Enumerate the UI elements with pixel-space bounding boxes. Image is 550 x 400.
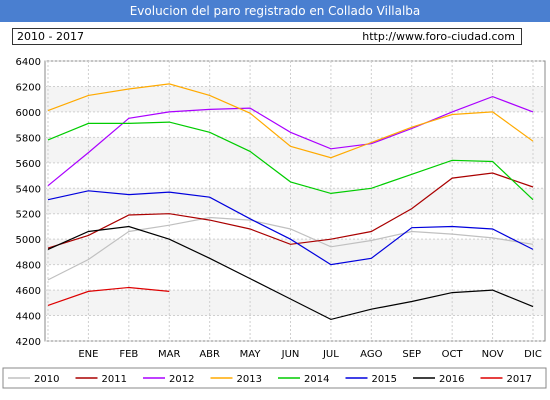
y-tick-label: 5600: [16, 159, 41, 170]
legend-label: 2012: [169, 374, 194, 385]
series-line-2016: [47, 225, 534, 321]
y-tick-label: 6200: [16, 82, 41, 93]
legend: 2010 2011 2012 2013 2014 2015 2016 2017: [2, 367, 547, 389]
x-tick-label: JUN: [281, 349, 300, 360]
legend-label: 2011: [102, 374, 127, 385]
y-tick-label: 5400: [16, 184, 41, 195]
y-tick-label: 6000: [16, 108, 41, 119]
x-axis: ENE FEB MAR ABR MAY JUN JUL AGO SEP OCT NOV DIC: [78, 349, 541, 360]
legend-label: 2014: [304, 374, 329, 385]
info-bar: 2010 - 2017 http://www.foro-ciudad.com: [12, 28, 522, 45]
chart-title: Evolucion del paro registrado en Collado…: [0, 0, 550, 22]
x-tick-label: FEB: [119, 349, 138, 360]
series-lines: [47, 83, 534, 321]
y-tick-label: 5200: [16, 210, 41, 221]
x-tick-label: MAY: [240, 349, 262, 360]
y-tick-label: 4600: [16, 286, 41, 297]
x-tick-label: DIC: [524, 349, 542, 360]
series-line-2013: [47, 83, 534, 159]
series-line-2017: [47, 286, 170, 306]
legend-label: 2016: [439, 374, 464, 385]
grid-band: [46, 290, 544, 316]
x-tick-label: MAR: [158, 349, 180, 360]
source-url[interactable]: http://www.foro-ciudad.com: [362, 30, 515, 43]
x-tick-label: ENE: [78, 349, 98, 360]
legend-label: 2010: [34, 374, 59, 385]
legend-label: 2013: [237, 374, 262, 385]
y-tick-label: 4200: [16, 337, 41, 348]
y-tick-label: 4400: [16, 312, 41, 323]
period-label: 2010 - 2017: [17, 30, 84, 43]
legend-label: 2015: [372, 374, 397, 385]
series-line-2010: [47, 216, 534, 281]
y-tick-label: 4800: [16, 261, 41, 272]
y-tick-label: 5000: [16, 235, 41, 246]
x-tick-label: OCT: [442, 349, 464, 360]
series-line-2014: [47, 121, 534, 201]
y-axis: 4200 4400 4600 4800 5000 5200 5400 5600 5800 6000…: [16, 57, 41, 348]
x-tick-label: SEP: [402, 349, 421, 360]
series-line-2015: [47, 190, 534, 266]
x-tick-label: ABR: [199, 349, 220, 360]
x-tick-label: AGO: [360, 349, 382, 360]
grid-lines: [45, 60, 545, 342]
legend-box: [2, 367, 547, 389]
y-tick-label: 5800: [16, 133, 41, 144]
y-tick-label: 6400: [16, 57, 41, 68]
grid-band: [46, 239, 544, 265]
series-line-2011: [47, 172, 534, 249]
legend-label: 2017: [507, 374, 532, 385]
x-tick-label: JUL: [322, 349, 339, 360]
series-line-2012: [47, 95, 534, 187]
x-tick-label: NOV: [482, 349, 504, 360]
grid-band: [46, 188, 544, 214]
grid-band: [46, 137, 544, 163]
